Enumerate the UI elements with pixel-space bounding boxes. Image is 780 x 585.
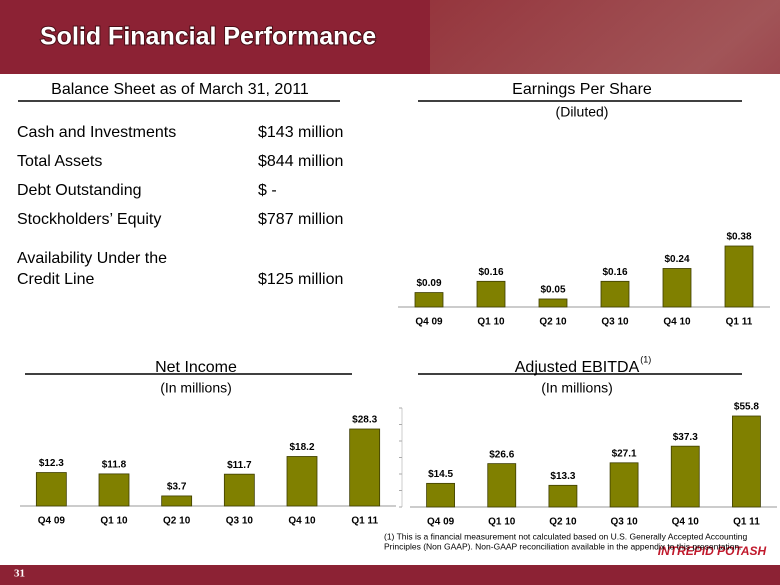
bar — [414, 292, 444, 308]
value-label: $12.3 — [39, 458, 64, 469]
x-tick-label: Q4 09 — [415, 317, 443, 328]
value-label: $26.6 — [489, 449, 514, 460]
row-value: $787 million — [258, 211, 343, 228]
chart-subtitle: (In millions) — [160, 380, 232, 396]
footnote: Principles (Non GAAP). Non-GAAP reconcil… — [384, 541, 742, 551]
bar — [98, 473, 130, 507]
value-label: $0.38 — [726, 232, 751, 243]
row-value: $143 million — [258, 124, 343, 141]
chart-title: Adjusted EBITDA — [515, 359, 640, 376]
x-tick-label: Q4 09 — [38, 516, 66, 527]
bar — [349, 428, 381, 507]
footnote: (1) This is a financial measurement not … — [384, 531, 747, 541]
row-label: Debt Outstanding — [17, 182, 142, 199]
x-tick-label: Q1 10 — [100, 516, 128, 527]
bar — [487, 463, 517, 508]
bar — [732, 415, 761, 508]
x-tick-label: Q1 10 — [488, 517, 516, 528]
value-label: $11.8 — [102, 460, 127, 471]
value-label: $3.7 — [167, 482, 187, 493]
logo: INTREPID POTASH — [658, 544, 767, 558]
row-label: Total Assets — [17, 153, 102, 170]
bar — [548, 484, 578, 508]
bar — [538, 298, 568, 308]
page-number: 31 — [14, 568, 25, 580]
content-area — [0, 74, 780, 565]
balance-heading: Balance Sheet as of March 31, 2011 — [51, 81, 309, 98]
x-tick-label: Q2 10 — [539, 317, 567, 328]
row-label: Availability Under the — [17, 250, 167, 267]
value-label: $13.3 — [550, 471, 575, 482]
bar — [662, 268, 692, 308]
x-tick-label: Q3 10 — [610, 517, 638, 528]
chart-title: Earnings Per Share — [512, 81, 652, 98]
bar — [476, 280, 506, 308]
value-label: $14.5 — [428, 469, 453, 480]
row-value: $844 million — [258, 153, 343, 170]
value-label: $37.3 — [673, 432, 698, 443]
x-tick-label: Q4 10 — [672, 517, 700, 528]
chart-subtitle: (Diluted) — [556, 104, 609, 120]
row-label: Credit Line — [17, 271, 94, 288]
slide-title: Solid Financial Performance — [40, 23, 376, 51]
row-label: Stockholders’ Equity — [17, 211, 161, 228]
x-tick-label: Q4 10 — [663, 317, 691, 328]
x-tick-label: Q1 11 — [726, 317, 753, 328]
value-label: $0.16 — [478, 267, 503, 278]
bar — [286, 456, 318, 507]
x-tick-label: Q4 10 — [288, 516, 316, 527]
bar — [426, 482, 455, 508]
bar — [724, 245, 754, 308]
value-label: $28.3 — [352, 415, 377, 426]
value-label: $11.7 — [227, 460, 252, 471]
x-tick-label: Q3 10 — [226, 516, 254, 527]
value-label: $0.24 — [664, 254, 689, 265]
x-tick-label: Q3 10 — [601, 317, 629, 328]
chart-subtitle: (In millions) — [541, 380, 613, 396]
bar — [35, 472, 67, 507]
value-label: $27.1 — [612, 448, 637, 459]
title-note: (1) — [640, 354, 651, 364]
value-label: $18.2 — [289, 442, 314, 453]
x-tick-label: Q2 10 — [163, 516, 191, 527]
value-label: $0.16 — [602, 267, 627, 278]
value-label: $0.05 — [540, 285, 565, 296]
bar — [223, 473, 255, 507]
x-tick-label: Q1 11 — [733, 517, 760, 528]
value-label: $0.09 — [416, 278, 441, 289]
bar — [670, 445, 700, 508]
x-tick-label: Q4 09 — [427, 517, 455, 528]
row-value: $125 million — [258, 271, 343, 288]
bar — [609, 462, 639, 508]
x-tick-label: Q1 11 — [351, 516, 378, 527]
row-label: Cash and Investments — [17, 124, 176, 141]
chart-title: Net Income — [155, 359, 237, 376]
bar — [161, 495, 193, 507]
x-tick-label: Q2 10 — [549, 517, 577, 528]
x-tick-label: Q1 10 — [477, 317, 505, 328]
value-label: $55.8 — [734, 402, 759, 413]
row-value: $ - — [258, 182, 277, 199]
bar — [600, 280, 630, 308]
